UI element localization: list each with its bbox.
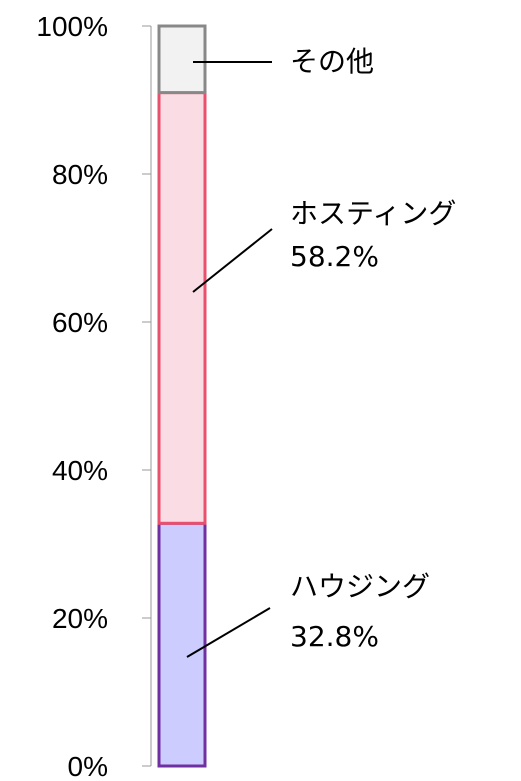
segment-value-label: 58.2%: [290, 240, 379, 273]
segment-name-label: ハウジング: [290, 570, 430, 603]
bar-segment: [157, 91, 207, 525]
bar-segment: [157, 24, 207, 95]
leader-line: [192, 228, 273, 293]
y-tick-labels: 0% 20% 40% 60% 80% 100%: [36, 11, 108, 781]
bar-segment: [157, 521, 207, 768]
y-tick-label: 80%: [52, 159, 108, 190]
segment-name-label: その他: [290, 45, 374, 78]
bar-segments: [157, 24, 207, 768]
leader-line: [186, 607, 271, 658]
y-tick-label: 0%: [68, 751, 108, 781]
y-tick-label: 100%: [36, 11, 108, 42]
segment-labels: ハウジング 32.8% ホスティング 58.2% その他: [186, 45, 456, 658]
segment-value-label: 32.8%: [290, 620, 379, 653]
y-tick-label: 20%: [52, 603, 108, 634]
segment-name-label: ホスティング: [290, 197, 456, 230]
y-tick-label: 40%: [52, 455, 108, 486]
y-axis: [142, 25, 152, 767]
y-tick-label: 60%: [52, 307, 108, 338]
